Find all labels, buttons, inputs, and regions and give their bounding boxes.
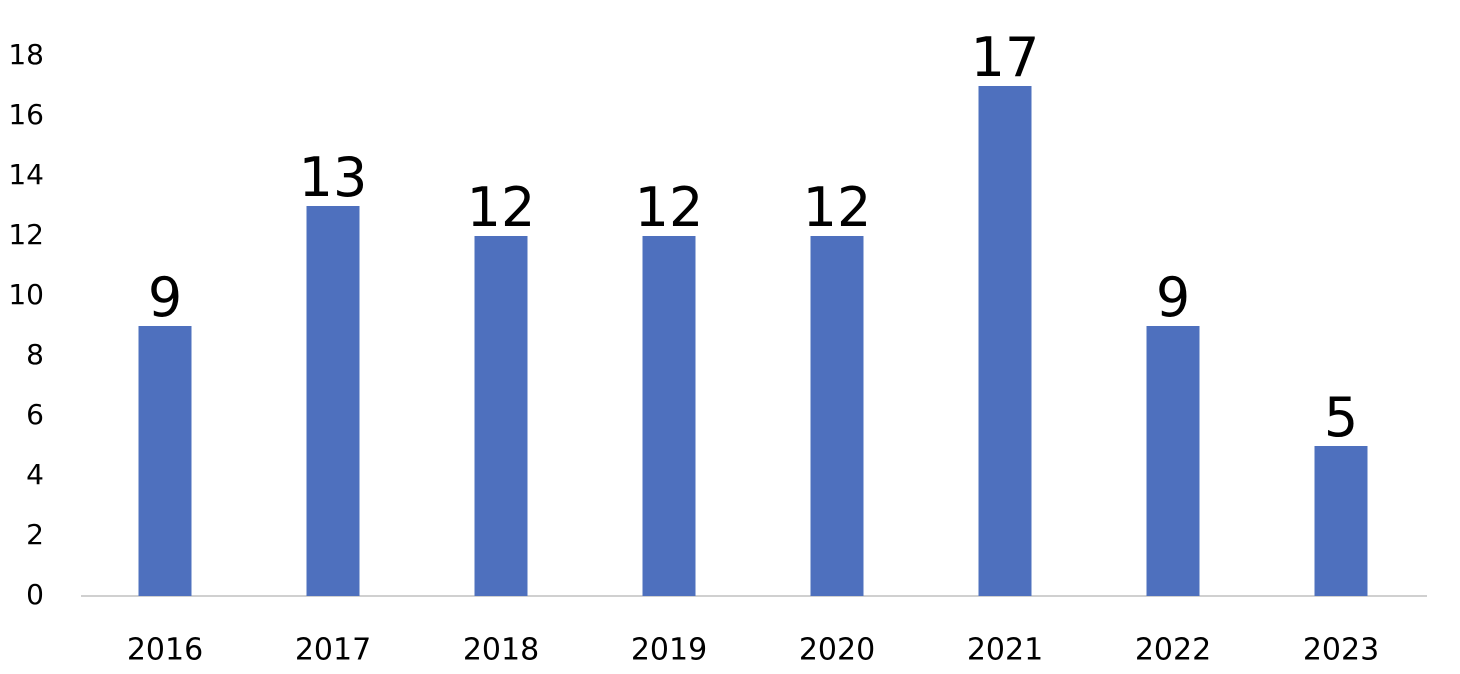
x-tick-label: 2022 xyxy=(1135,633,1211,668)
y-tick-label: 16 xyxy=(8,98,44,131)
y-tick-label: 8 xyxy=(26,338,44,371)
bar xyxy=(810,236,864,596)
y-tick-label: 12 xyxy=(8,218,44,251)
y-tick-label: 2 xyxy=(26,518,44,551)
x-tick-label: 2017 xyxy=(295,633,371,668)
x-tick-label: 2020 xyxy=(799,633,875,668)
data-label: 12 xyxy=(467,176,536,239)
y-tick-label: 14 xyxy=(8,158,44,191)
x-tick-label: 2023 xyxy=(1303,633,1379,668)
bar xyxy=(474,236,528,596)
x-tick-label: 2021 xyxy=(967,633,1043,668)
y-tick-label: 18 xyxy=(8,38,44,71)
bar xyxy=(978,86,1032,596)
data-label: 9 xyxy=(148,266,182,329)
data-label: 17 xyxy=(971,26,1040,89)
y-tick-label: 10 xyxy=(8,278,44,311)
y-tick-label: 6 xyxy=(26,398,44,431)
data-label: 5 xyxy=(1324,386,1358,449)
y-tick-label: 0 xyxy=(26,578,44,611)
x-tick-label: 2016 xyxy=(127,633,203,668)
data-label: 13 xyxy=(299,146,368,209)
bar xyxy=(306,206,360,596)
y-tick-label: 4 xyxy=(26,458,44,491)
x-tick-label: 2019 xyxy=(631,633,707,668)
bar xyxy=(642,236,696,596)
data-label: 12 xyxy=(803,176,872,239)
bar xyxy=(1314,446,1368,596)
data-label: 9 xyxy=(1156,266,1190,329)
bar xyxy=(138,326,192,596)
x-tick-label: 2018 xyxy=(463,633,539,668)
data-label: 12 xyxy=(635,176,704,239)
bar xyxy=(1146,326,1200,596)
